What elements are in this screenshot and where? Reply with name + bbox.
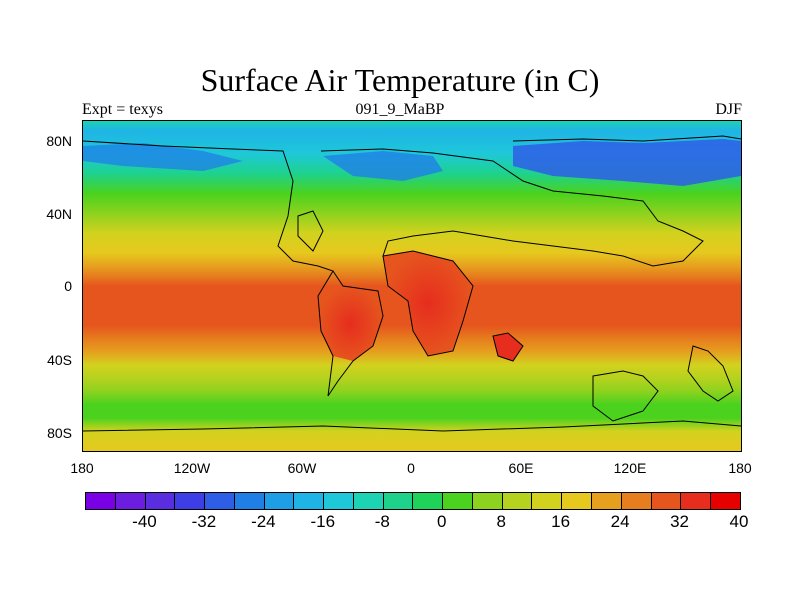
colorbar-swatch (621, 493, 652, 509)
colorbar-tick-label: 24 (610, 512, 630, 531)
colorbar (85, 492, 741, 510)
asia-cold-core (513, 139, 741, 186)
lat-label: 0 (64, 278, 72, 294)
colorbar-swatch (324, 493, 354, 509)
south-america-hot (318, 286, 383, 361)
lon-label: 120E (613, 460, 647, 476)
colorbar-swatch (353, 493, 384, 509)
colorbar-swatch (443, 493, 473, 509)
colorbar-swatch (205, 493, 235, 509)
colorbar-swatch (264, 493, 295, 509)
temperature-map (82, 120, 742, 452)
colorbar-tick-label: -24 (251, 512, 276, 531)
colorbar-swatch (145, 493, 176, 509)
colorbar-tick-label: 40 (729, 512, 749, 531)
map-canvas (83, 121, 741, 451)
coastlines (83, 135, 741, 432)
polar-cold-core (323, 151, 443, 181)
colorbar-swatch (681, 493, 712, 509)
colorbar-tick-label: -8 (374, 512, 390, 531)
season-label: DJF (715, 101, 742, 118)
lon-label: 60E (508, 460, 534, 476)
colorbar-tick-label: 16 (551, 512, 571, 531)
colorbar-swatch (413, 493, 444, 509)
lat-label: 80S (47, 425, 72, 441)
lat-label: 40N (46, 206, 72, 222)
lon-label: 180 (728, 460, 752, 476)
lat-label: 80N (46, 133, 72, 149)
colorbar-tick-label: -16 (310, 512, 336, 531)
lon-label: 120W (173, 460, 211, 476)
colorbar-swatch (532, 493, 563, 509)
colorbar-swatch (711, 493, 740, 509)
colorbar-swatch (234, 493, 265, 509)
colorbar-swatch (502, 493, 533, 509)
map-title: Surface Air Temperature (in C) (200, 62, 600, 98)
colorbar-swatch (651, 493, 682, 509)
lon-label: 180 (70, 460, 94, 476)
experiment-label: Expt = texys (82, 101, 164, 118)
pacific-cold-core (83, 143, 243, 171)
colorbar-swatch (115, 493, 146, 509)
colorbar-tick-label: 0 (436, 512, 447, 531)
colorbar-tick-label: -40 (132, 512, 157, 531)
colorbar-swatch (86, 493, 116, 509)
lon-label: 60W (287, 460, 317, 476)
colorbar-swatch (562, 493, 593, 509)
colorbar-swatch (383, 493, 414, 509)
colorbar-tick-label: 32 (670, 512, 689, 531)
time-label: 091_9_MaBP (355, 101, 445, 118)
colorbar-tick-label: -32 (191, 512, 217, 531)
colorbar-swatch (472, 493, 503, 509)
colorbar-swatch (592, 493, 622, 509)
colorbar-tick-label: 8 (496, 512, 506, 531)
africa-hot (383, 251, 473, 356)
lon-label: 0 (407, 460, 415, 476)
colorbar-swatch (294, 493, 325, 509)
colorbar-swatch (175, 493, 206, 509)
lat-label: 40S (47, 352, 72, 368)
